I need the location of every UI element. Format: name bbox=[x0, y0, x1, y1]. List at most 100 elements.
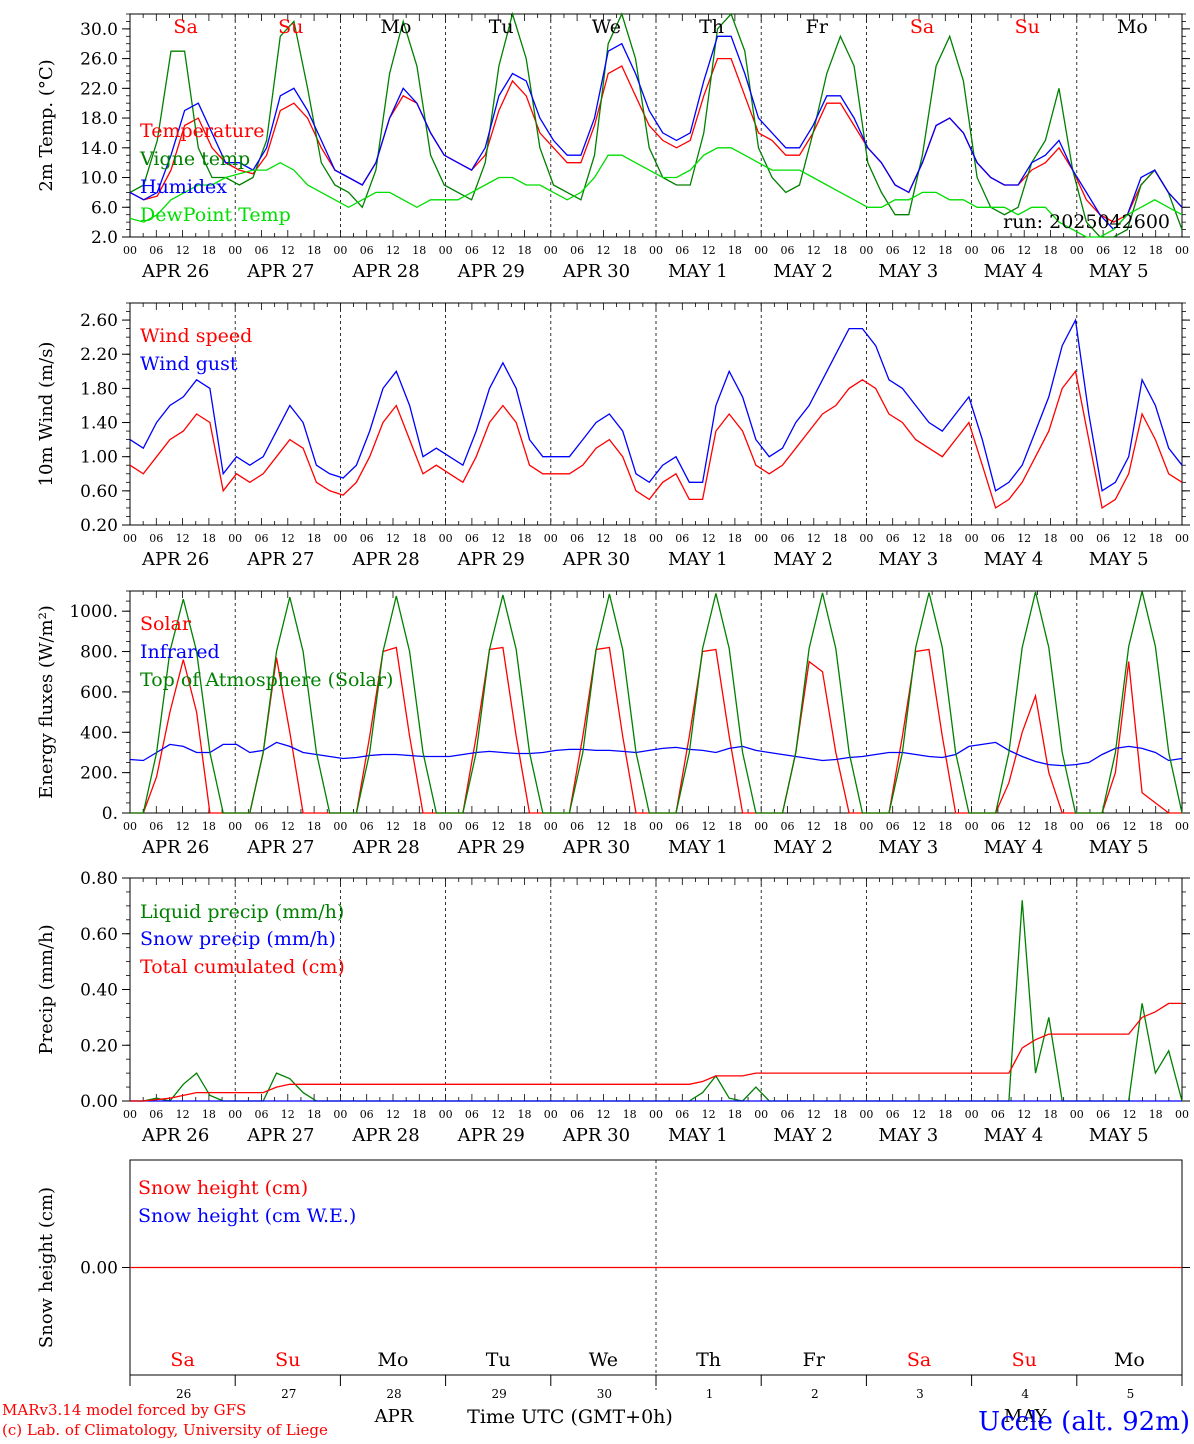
x-tick-label: 00 bbox=[965, 1108, 979, 1121]
x-tick-label: 12 bbox=[702, 244, 716, 257]
y-tick-label: 400. bbox=[80, 723, 118, 743]
date-label: APR 28 bbox=[351, 549, 419, 570]
x-tick-label: 00 bbox=[859, 532, 873, 545]
x-tick-label: 18 bbox=[938, 820, 952, 833]
x-tick-label: 00 bbox=[1175, 820, 1189, 833]
y-tick-label: 6.0 bbox=[91, 198, 118, 218]
x-tick-label: 00 bbox=[1070, 244, 1084, 257]
x-tick-label: 18 bbox=[307, 532, 321, 545]
y-axis-label: 2m Temp. (°C) bbox=[36, 59, 57, 191]
footer-credit: (c) Lab. of Climatology, University of L… bbox=[2, 1421, 328, 1439]
x-tick-label: 00 bbox=[333, 820, 347, 833]
y-axis-label: Energy fluxes (W/m²) bbox=[36, 605, 57, 799]
x-tick-label: 12 bbox=[912, 532, 926, 545]
y-axis-label: Snow height (cm) bbox=[36, 1187, 57, 1348]
y-tick-label: 0.00 bbox=[80, 1259, 118, 1279]
x-tick-label: 06 bbox=[1096, 1108, 1110, 1121]
x-tick-label: 12 bbox=[281, 820, 295, 833]
x-tick-label: 12 bbox=[912, 1108, 926, 1121]
date-label: APR 29 bbox=[457, 837, 525, 858]
x-tick-label: 06 bbox=[570, 820, 584, 833]
x-tick-label: 06 bbox=[255, 820, 269, 833]
legend-entry: Solar bbox=[140, 613, 192, 635]
x-tick-label: 12 bbox=[491, 532, 505, 545]
x-axis-title: Time UTC (GMT+0h) bbox=[467, 1406, 673, 1428]
y-axis-label: Precip (mm/h) bbox=[36, 924, 57, 1054]
x-tick-label: 18 bbox=[833, 820, 847, 833]
x-tick-label: 18 bbox=[1149, 244, 1163, 257]
x-tick-label: 12 bbox=[1017, 820, 1031, 833]
x-tick-label: 06 bbox=[360, 820, 374, 833]
series-line-2 bbox=[129, 35, 1183, 231]
x-tick-label: 12 bbox=[1122, 532, 1136, 545]
x-tick-label: 12 bbox=[807, 820, 821, 833]
date-label: APR 29 bbox=[457, 549, 525, 570]
x-tick-label: 00 bbox=[333, 1108, 347, 1121]
x-tick-label: 00 bbox=[754, 1108, 768, 1121]
x-tick-label: 06 bbox=[675, 244, 689, 257]
x-tick-label: 12 bbox=[491, 820, 505, 833]
x-tick-label: 00 bbox=[439, 532, 453, 545]
weekday-label-top: Mo bbox=[381, 16, 412, 38]
x-tick-label: 18 bbox=[938, 1108, 952, 1121]
x-tick-label: 00 bbox=[965, 820, 979, 833]
x-tick-label: 12 bbox=[386, 532, 400, 545]
y-tick-label: 0.40 bbox=[80, 981, 118, 1001]
x-tick-label: 06 bbox=[570, 244, 584, 257]
y-tick-label: 0.20 bbox=[80, 1036, 118, 1056]
x-tick-label: 18 bbox=[412, 820, 426, 833]
x-tick-label: 06 bbox=[781, 532, 795, 545]
y-tick-label: 800. bbox=[80, 643, 118, 663]
x-tick-label: 00 bbox=[649, 532, 663, 545]
y-tick-label: 1.40 bbox=[80, 414, 118, 434]
x-tick-label: 12 bbox=[176, 820, 190, 833]
x-tick-label: 18 bbox=[518, 820, 532, 833]
x-tick-label: 18 bbox=[728, 244, 742, 257]
weekday-label-top: We bbox=[592, 16, 621, 38]
date-label: APR 28 bbox=[351, 261, 419, 282]
x-tick-label: 06 bbox=[360, 244, 374, 257]
x-tick-label: 00 bbox=[544, 1108, 558, 1121]
x-tick-label: 00 bbox=[1175, 532, 1189, 545]
legend-entry: Snow height (cm) bbox=[138, 1177, 308, 1199]
x-tick-label: 00 bbox=[228, 820, 242, 833]
weekday-label-bottom: Sa bbox=[170, 1349, 194, 1371]
weekday-label-top: Sa bbox=[910, 16, 934, 38]
weekday-label-bottom: Sa bbox=[907, 1349, 931, 1371]
x-tick-label: 06 bbox=[781, 244, 795, 257]
date-label: MAY 4 bbox=[984, 1125, 1044, 1146]
x-tick-label: 00 bbox=[228, 244, 242, 257]
x-tick-label: 12 bbox=[281, 532, 295, 545]
x-tick-label: 00 bbox=[544, 820, 558, 833]
x-tick-label: 12 bbox=[807, 532, 821, 545]
date-label: MAY 3 bbox=[878, 837, 938, 858]
date-label: APR 26 bbox=[141, 1125, 209, 1146]
x-tick-label: 12 bbox=[807, 1108, 821, 1121]
date-label: APR 26 bbox=[141, 837, 209, 858]
x-tick-label: 06 bbox=[1096, 820, 1110, 833]
date-label: APR 29 bbox=[457, 1125, 525, 1146]
run-label: run: 2025042600 bbox=[1003, 211, 1170, 233]
x-tick-label: 12 bbox=[807, 244, 821, 257]
x-tick-label: 18 bbox=[833, 532, 847, 545]
y-tick-label: 0.60 bbox=[80, 925, 118, 945]
x-tick-label: 12 bbox=[386, 244, 400, 257]
weekday-label-top: Sa bbox=[173, 16, 197, 38]
y-tick-label: 0.80 bbox=[80, 869, 118, 889]
x-tick-label: 06 bbox=[886, 532, 900, 545]
x-tick-label: 12 bbox=[702, 820, 716, 833]
x-tick-label: 06 bbox=[149, 244, 163, 257]
day-number: 29 bbox=[492, 1387, 507, 1401]
y-tick-label: 2.60 bbox=[80, 311, 118, 331]
x-tick-label: 00 bbox=[1070, 1108, 1084, 1121]
x-tick-label: 06 bbox=[570, 1108, 584, 1121]
x-tick-label: 18 bbox=[1044, 1108, 1058, 1121]
x-tick-label: 00 bbox=[859, 244, 873, 257]
x-tick-label: 12 bbox=[176, 1108, 190, 1121]
month-label: APR bbox=[374, 1406, 414, 1427]
x-tick-label: 06 bbox=[675, 820, 689, 833]
x-tick-label: 18 bbox=[623, 820, 637, 833]
day-number: 26 bbox=[176, 1387, 191, 1401]
x-tick-label: 06 bbox=[886, 820, 900, 833]
x-tick-label: 00 bbox=[544, 244, 558, 257]
